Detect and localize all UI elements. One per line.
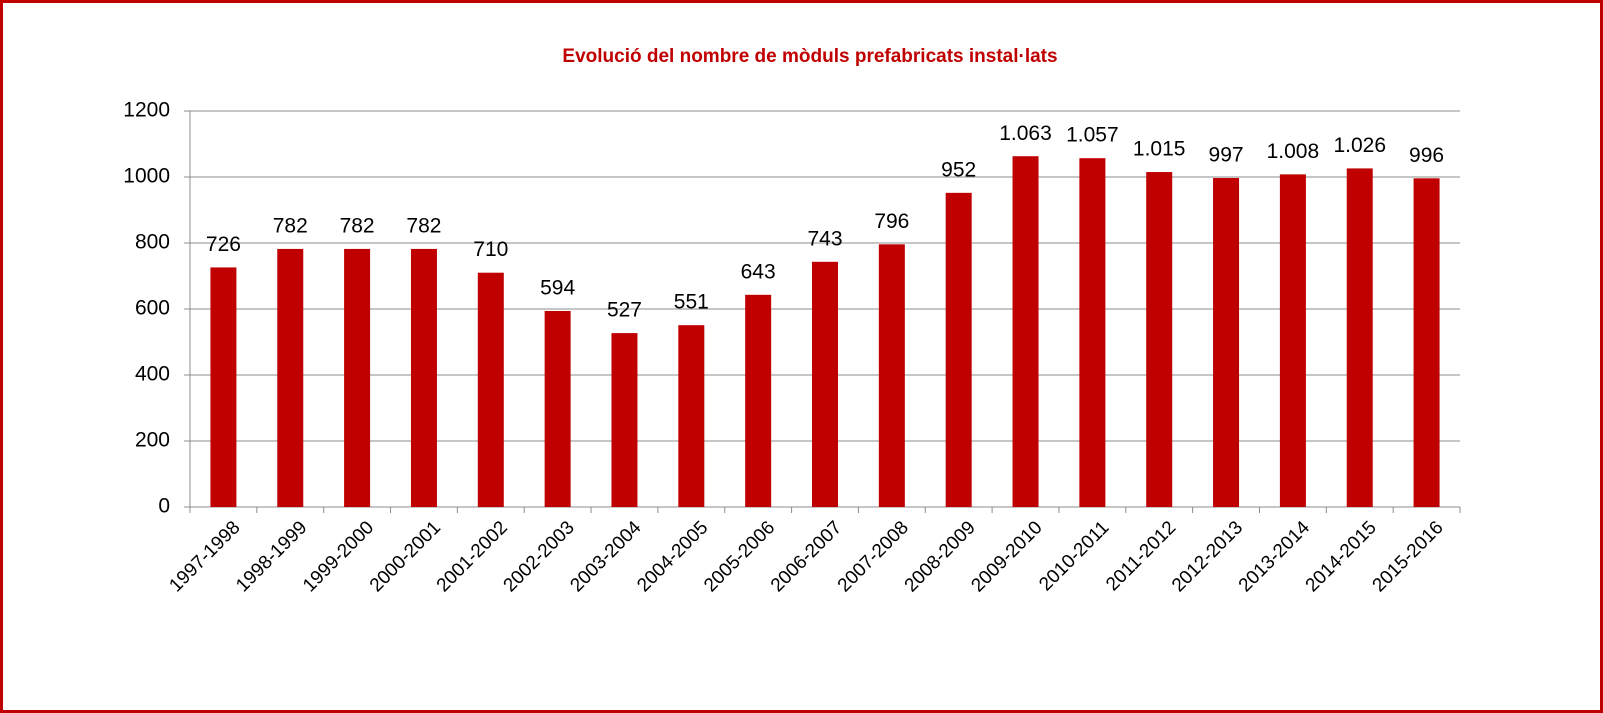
value-label: 782 — [273, 214, 308, 237]
value-label: 1.015 — [1133, 138, 1186, 161]
value-label: 796 — [874, 210, 909, 233]
value-label: 1.063 — [999, 122, 1052, 145]
bar — [1079, 158, 1106, 507]
bar — [477, 272, 504, 507]
bar — [1146, 172, 1173, 508]
bar — [611, 333, 638, 507]
y-tick-label: 600 — [135, 297, 170, 320]
bar — [745, 294, 772, 507]
value-label: 527 — [607, 299, 642, 322]
value-label: 996 — [1409, 144, 1444, 167]
value-label: 1.026 — [1333, 134, 1386, 157]
bar — [1012, 156, 1039, 507]
y-tick-label: 800 — [135, 231, 170, 254]
bar — [1413, 178, 1440, 507]
bar — [812, 261, 838, 507]
value-label: 643 — [741, 260, 776, 283]
bar — [1346, 168, 1373, 508]
value-label: 743 — [807, 227, 842, 250]
bar — [410, 248, 437, 507]
value-label: 782 — [406, 214, 441, 237]
bar — [878, 244, 905, 507]
y-tick-label: 200 — [135, 429, 170, 452]
y-tick-label: 400 — [135, 363, 170, 386]
bar — [277, 248, 304, 507]
value-label: 952 — [941, 158, 976, 181]
value-label: 1.057 — [1066, 124, 1119, 147]
bar — [344, 248, 371, 507]
bar — [678, 325, 705, 507]
value-label: 551 — [674, 291, 709, 314]
bar — [210, 267, 237, 507]
chart-title: Evolució del nombre de mòduls prefabrica… — [562, 46, 1057, 67]
value-label: 594 — [540, 277, 575, 300]
bar — [1213, 177, 1240, 508]
bar — [544, 310, 571, 507]
value-label: 710 — [473, 238, 508, 261]
y-tick-label: 1200 — [123, 99, 170, 122]
bar — [945, 192, 972, 507]
value-label: 726 — [206, 233, 241, 256]
value-label: 997 — [1209, 144, 1244, 167]
bar — [1279, 174, 1306, 508]
y-tick-label: 0 — [158, 495, 170, 518]
y-tick-label: 1000 — [123, 165, 170, 188]
value-label: 782 — [340, 214, 375, 237]
value-label: 1.008 — [1267, 140, 1320, 163]
